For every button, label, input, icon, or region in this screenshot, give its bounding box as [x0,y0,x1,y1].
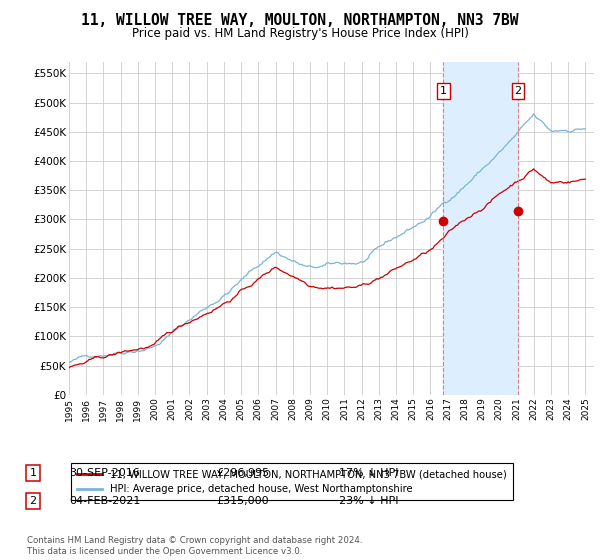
Text: 30-SEP-2016: 30-SEP-2016 [69,468,140,478]
Text: Price paid vs. HM Land Registry's House Price Index (HPI): Price paid vs. HM Land Registry's House … [131,27,469,40]
Bar [443,62,518,395]
Text: 2: 2 [514,86,521,96]
Text: 11, WILLOW TREE WAY, MOULTON, NORTHAMPTON, NN3 7BW: 11, WILLOW TREE WAY, MOULTON, NORTHAMPTO… [81,13,519,28]
Text: 1: 1 [29,468,37,478]
Text: £315,000: £315,000 [216,496,269,506]
Text: £296,995: £296,995 [216,468,269,478]
Text: Contains HM Land Registry data © Crown copyright and database right 2024.
This d: Contains HM Land Registry data © Crown c… [27,536,362,556]
Text: 04-FEB-2021: 04-FEB-2021 [69,496,140,506]
Legend: 11, WILLOW TREE WAY, MOULTON, NORTHAMPTON, NN3 7BW (detached house), HPI: Averag: 11, WILLOW TREE WAY, MOULTON, NORTHAMPTO… [71,463,513,500]
Text: 23% ↓ HPI: 23% ↓ HPI [339,496,398,506]
Text: 1: 1 [440,86,447,96]
Text: 17% ↓ HPI: 17% ↓ HPI [339,468,398,478]
Text: 2: 2 [29,496,37,506]
